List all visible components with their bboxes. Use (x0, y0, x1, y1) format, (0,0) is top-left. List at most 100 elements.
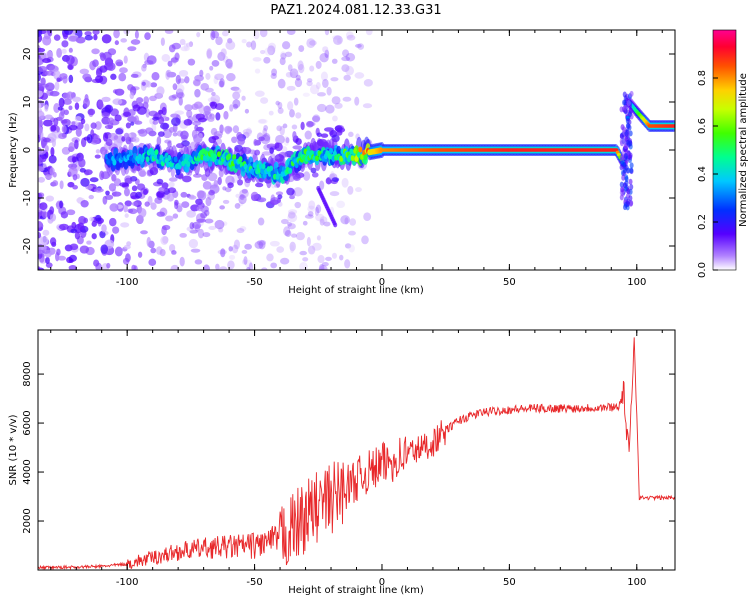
spectrogram-cell (213, 153, 218, 160)
spectrogram-cell (123, 204, 128, 213)
spectrogram-cell (121, 136, 126, 142)
spectrogram-cell (294, 78, 303, 88)
spectrogram-cell (355, 187, 362, 193)
spectrogram-cell (291, 124, 298, 130)
spectrogram-cell (194, 88, 201, 98)
spectrogram-cell (53, 34, 61, 41)
spectrogram-cell (168, 177, 178, 182)
spectrogram-cell (619, 138, 624, 145)
spectrogram-cell (628, 107, 633, 114)
spectrogram-cell (160, 236, 169, 245)
spectrogram-cell (626, 100, 631, 107)
spectrogram-cell (109, 217, 117, 227)
spectrogram-cell (150, 82, 158, 88)
spectrogram-cell (300, 121, 305, 131)
spectrogram-cell (285, 137, 290, 144)
spectrogram-cell (287, 211, 296, 219)
spectrogram-cell (254, 90, 265, 97)
spectrogram-cell (38, 30, 43, 37)
spectrogram-cell (101, 96, 111, 102)
spectrogram-cell (222, 199, 230, 204)
snr-y-tick-label: 6000 (22, 410, 33, 435)
spectrogram-cell (221, 30, 229, 37)
spectrogram-cell (275, 134, 285, 145)
spectrogram-cell (203, 105, 211, 113)
spectrogram-cell (232, 91, 241, 100)
spectrogram-cell (74, 102, 80, 110)
spectrogram-cell (56, 47, 63, 58)
spectrogram-cell (282, 123, 288, 129)
spectrogram-cell (196, 218, 207, 223)
spectrogram-cell (110, 73, 117, 80)
spectrogram-cell (268, 110, 274, 116)
spectrogram-cell (83, 169, 93, 176)
spectrogram-cell (286, 30, 296, 36)
spectrogram-cell (135, 191, 143, 199)
spectrogram-cell (39, 202, 48, 210)
spectrogram-cell (331, 177, 340, 182)
spectrogram-cell (331, 96, 341, 105)
spectrogram-cell (102, 51, 112, 61)
spectrogram-cell (74, 231, 81, 240)
spectrogram-marks (38, 30, 675, 270)
spectrogram-cell (50, 146, 55, 157)
spectrogram-cell (214, 73, 225, 81)
spectrogram-cell (91, 233, 97, 240)
spectrogram-cell (38, 124, 43, 135)
spectrogram-cell (187, 58, 196, 66)
colorbar-tick-label: 0.4 (697, 166, 708, 182)
spectrogram-cell (123, 244, 131, 250)
spectrogram-cell (80, 177, 90, 187)
snr-x-tick-label: 100 (627, 577, 646, 588)
spectrogram-cell (281, 41, 291, 50)
spectrogram-cell (77, 222, 85, 231)
spectrogram-cell (269, 165, 274, 172)
spectrogram-cell (205, 196, 212, 207)
spectrogram-cell (58, 133, 67, 140)
spectrogram-cell (160, 122, 170, 130)
spectrogram-cell (59, 180, 64, 190)
spectrogram-cell (342, 49, 350, 57)
spectrogram-cell (158, 186, 166, 193)
spectrogram-cell (277, 107, 284, 114)
spectrogram-cell (275, 100, 280, 106)
spectrogram-cell (306, 80, 313, 87)
spectrogram-cell (61, 40, 69, 48)
spectrogram-y-tick-label: 20 (22, 48, 33, 61)
spectrogram-cell (158, 116, 165, 125)
spectrogram-cell (42, 119, 53, 127)
snr-y-tick-label: 4000 (22, 459, 33, 484)
spectrogram-cell (211, 60, 220, 67)
spectrogram-cell (232, 99, 241, 109)
spectrogram-cell (146, 55, 157, 65)
spectrogram-cell (315, 60, 322, 69)
spectrogram-cell (619, 181, 624, 188)
spectrogram-cell (622, 91, 627, 98)
spectrogram-cell (50, 213, 57, 222)
spectrogram-cell (68, 258, 74, 264)
spectrogram-cell (38, 73, 41, 82)
spectrogram-cell (181, 201, 190, 209)
spectrogram-cell (68, 265, 78, 270)
spectrogram-cell (164, 30, 174, 34)
spectrogram-cell (345, 31, 354, 39)
spectrogram-cell (217, 51, 226, 61)
spectrogram-cell (156, 178, 164, 185)
snr-x-label: Height of straight line (km) (288, 585, 424, 596)
spectrogram-cell (283, 226, 291, 237)
spectrogram-cell (152, 120, 159, 125)
spectrogram-cell (150, 149, 155, 156)
spectrogram-cell (146, 236, 151, 247)
spectrogram-cell (289, 68, 299, 79)
spectrogram-cell (161, 106, 167, 116)
spectrogram-cell (151, 72, 160, 81)
spectrogram-cell (130, 121, 135, 126)
spectrogram-cell (132, 137, 140, 143)
spectrogram-cell (130, 73, 139, 78)
spectrogram-cell (229, 104, 234, 112)
spectrogram-cell (232, 125, 240, 134)
spectrogram-cell (306, 78, 313, 83)
spectrogram-cell (53, 117, 59, 127)
spectrogram-cell (348, 230, 356, 236)
spectrogram-cell (223, 125, 233, 134)
